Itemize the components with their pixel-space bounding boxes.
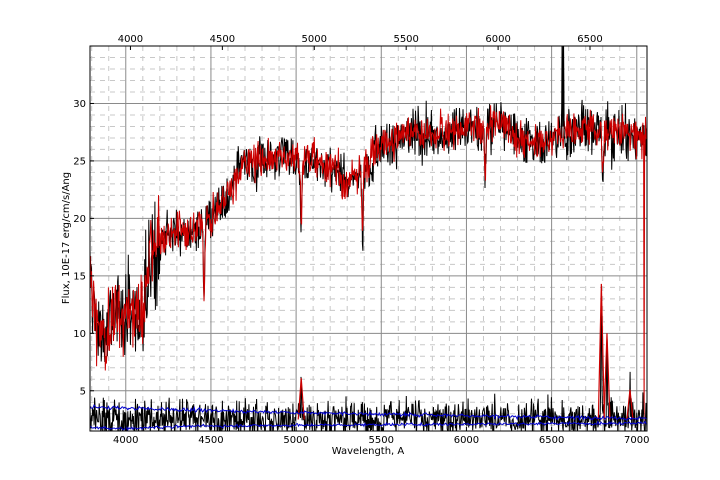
bottom-x-tick-label: 5000: [283, 435, 308, 446]
top-x-tick-label: 4500: [210, 34, 235, 45]
y-axis: 5 10 15 20 25 30: [73, 99, 94, 397]
bottom-x-tick-label: 6000: [454, 435, 479, 446]
error-lower-line: [90, 420, 647, 431]
y-tick-label: 20: [73, 214, 86, 225]
y-axis-label: Flux, 10E-17 erg/cm/s/Ang: [61, 172, 72, 304]
emission-spike: [626, 389, 634, 420]
emission-spike: [603, 333, 611, 420]
bottom-x-tick-label: 6500: [539, 435, 564, 446]
y-tick-label: 5: [80, 386, 86, 397]
top-x-tick-label: 4000: [118, 34, 143, 45]
bottom-x-tick-label: 4500: [198, 435, 223, 446]
top-x-tick-label: 5500: [393, 34, 418, 45]
y-tick-label: 25: [73, 156, 86, 167]
top-x-tick-label: 5000: [302, 34, 327, 45]
major-grid: [90, 46, 647, 431]
bottom-x-axis: 4000 4500 5000 5500 6000 6500 7000: [113, 427, 650, 446]
emission-spike: [297, 378, 305, 420]
error-upper-line: [90, 403, 647, 422]
model-edge-drop: [643, 137, 646, 426]
y-tick-label: 15: [73, 271, 86, 282]
y-tick-label: 30: [73, 99, 86, 110]
observed-emission-spike: [561, 46, 565, 138]
y-tick-label: 10: [73, 329, 86, 340]
top-x-tick-label: 6500: [577, 34, 602, 45]
emission-spike: [597, 283, 605, 420]
top-x-axis: 4000 4500 5000 5500 6000 6500: [118, 34, 603, 50]
minor-grid: [90, 46, 647, 431]
bottom-x-tick-label: 4000: [113, 435, 138, 446]
model-fit-line: [90, 105, 647, 371]
x-axis-label: Wavelength, A: [332, 446, 405, 457]
bottom-x-tick-label: 7000: [624, 435, 649, 446]
residual-line: [90, 292, 647, 431]
series-layer: [90, 46, 647, 431]
plot-frame: [89, 45, 648, 432]
bottom-x-tick-label: 5500: [369, 435, 394, 446]
top-x-tick-label: 6000: [485, 34, 510, 45]
